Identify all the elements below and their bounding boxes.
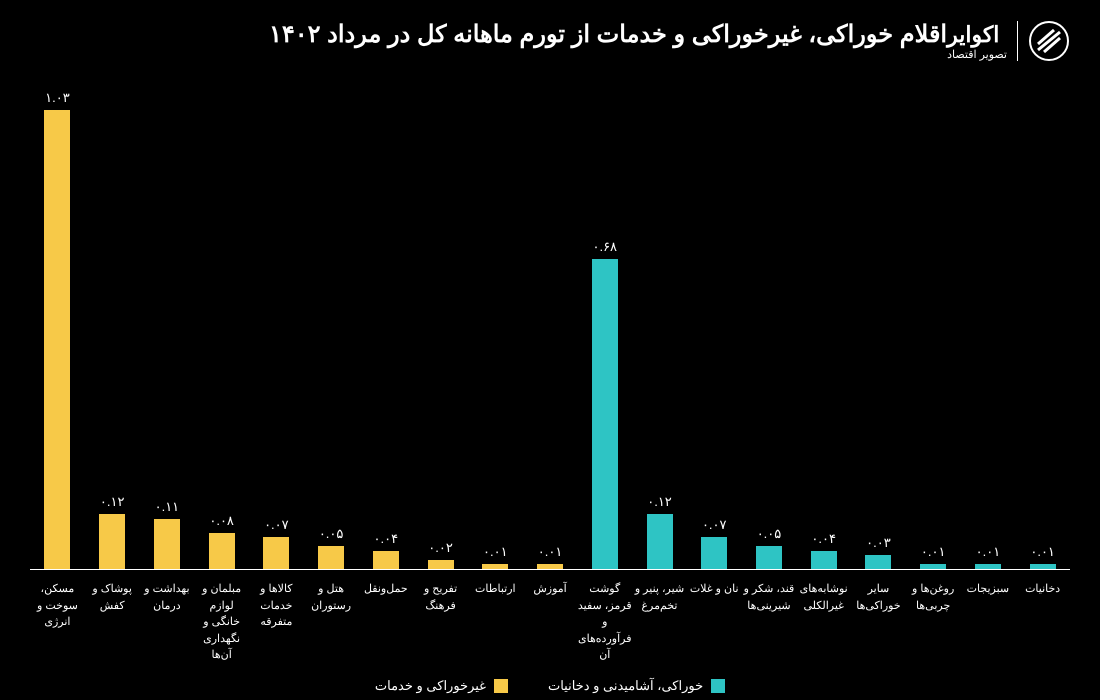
bar-rect [44, 110, 70, 569]
bar-rect [373, 551, 399, 569]
bars-container: ۱.۰۳ ۰.۱۲ ۰.۱۱ ۰.۰۸ ۰.۰۷ ۰.۰۵ ۰.۰۴ ۰.۰۲ ۰.۰۱ ۰.۰۱… [30, 90, 1070, 570]
bar-slot: ۰.۰۴ [358, 90, 413, 569]
bar-value-label: ۰.۰۱ [538, 544, 563, 560]
logo-divider [1017, 21, 1018, 61]
x-axis-label: تفریح و فرهنگ [413, 575, 468, 670]
legend-swatch-food [711, 679, 725, 693]
bar-value-label: ۰.۰۴ [811, 531, 836, 547]
bar-value-label: ۰.۰۱ [976, 544, 1001, 560]
bar-rect [428, 560, 454, 569]
chart-header: اکوایر تصویر اقتصاد اقلام خوراکی، غیرخور… [0, 0, 1100, 72]
x-axis-label: سبزیجات [961, 575, 1016, 670]
bar-value-label: ۰.۰۲ [428, 540, 453, 556]
bar-value-label: ۰.۰۵ [319, 526, 344, 542]
bar-rect [920, 564, 946, 569]
bar-value-label: ۰.۰۷ [702, 517, 727, 533]
bar-rect [811, 551, 837, 569]
bar-rect [865, 555, 891, 569]
bar-rect [1030, 564, 1056, 569]
bar-rect [209, 533, 235, 569]
bar-slot: ۰.۰۱ [523, 90, 578, 569]
bar-rect [482, 564, 508, 569]
bar-value-label: ۰.۰۴ [374, 531, 399, 547]
x-axis-label: روغن‌ها و چربی‌ها [906, 575, 961, 670]
x-axis-label: قند، شکر و شیرینی‌ها [742, 575, 797, 670]
x-axis-label: هتل و رستوران [304, 575, 359, 670]
x-axis-label: حمل‌ونقل [358, 575, 413, 670]
legend-label-food: خوراکی، آشامیدنی و دخانیات [548, 678, 703, 694]
bar-slot: ۰.۶۸ [577, 90, 632, 569]
bar-value-label: ۰.۶۸ [592, 239, 617, 255]
x-axis-label: بهداشت و درمان [140, 575, 195, 670]
chart-legend: خوراکی، آشامیدنی و دخانیات غیرخوراکی و خ… [0, 678, 1100, 694]
bar-slot: ۰.۰۸ [194, 90, 249, 569]
bar-value-label: ۰.۰۷ [264, 517, 289, 533]
logo-icon [1028, 20, 1070, 62]
bar-value-label: ۰.۰۳ [866, 535, 891, 551]
bar-slot: ۰.۰۵ [742, 90, 797, 569]
bar-value-label: ۰.۰۱ [921, 544, 946, 560]
bar-rect [318, 546, 344, 569]
bar-slot: ۰.۰۱ [906, 90, 961, 569]
x-axis-label: سایر خوراکی‌ها [851, 575, 906, 670]
bar-rect [99, 514, 125, 569]
logo-main-text: اکوایر [947, 22, 999, 48]
x-axis-label: کالاها و خدمات متفرقه [249, 575, 304, 670]
bar-slot: ۰.۰۱ [961, 90, 1016, 569]
bar-slot: ۰.۰۷ [687, 90, 742, 569]
legend-label-nonfood: غیرخوراکی و خدمات [375, 678, 486, 694]
bar-value-label: ۱.۰۳ [45, 90, 70, 106]
bar-rect [975, 564, 1001, 569]
bar-value-label: ۰.۰۵ [757, 526, 782, 542]
x-axis-label: نوشابه‌های غیرالکلی [796, 575, 851, 670]
bar-slot: ۰.۰۲ [413, 90, 468, 569]
bar-value-label: ۰.۰۱ [1030, 544, 1055, 560]
x-axis-label: مسکن، سوخت و انرژی [30, 575, 85, 670]
bar-value-label: ۰.۰۱ [483, 544, 508, 560]
legend-item-nonfood: غیرخوراکی و خدمات [375, 678, 508, 694]
bar-value-label: ۰.۱۲ [647, 494, 672, 510]
chart-title: اقلام خوراکی، غیرخوراکی و خدمات از تورم … [30, 20, 947, 49]
x-axis-label: شیر، پنیر و تخم‌مرغ [632, 575, 687, 670]
x-axis-label: پوشاک و کفش [85, 575, 140, 670]
bar-slot: ۰.۱۲ [632, 90, 687, 569]
legend-item-food: خوراکی، آشامیدنی و دخانیات [548, 678, 725, 694]
brand-logo: اکوایر تصویر اقتصاد [947, 20, 1070, 62]
bar-value-label: ۰.۰۸ [209, 513, 234, 529]
bar-rect [154, 519, 180, 569]
bar-slot: ۰.۱۱ [140, 90, 195, 569]
chart-plot-area: ۱.۰۳ ۰.۱۲ ۰.۱۱ ۰.۰۸ ۰.۰۷ ۰.۰۵ ۰.۰۴ ۰.۰۲ ۰.۰۱ ۰.۰۱… [30, 90, 1070, 570]
bar-rect [537, 564, 563, 569]
bar-rect [756, 546, 782, 569]
legend-swatch-nonfood [494, 679, 508, 693]
bar-value-label: ۰.۱۲ [100, 494, 125, 510]
x-axis-label: مبلمان و لوازم خانگی و نگهداری آن‌ها [194, 575, 249, 670]
bar-rect [592, 259, 618, 569]
bar-slot: ۰.۰۱ [468, 90, 523, 569]
bar-slot: ۰.۱۲ [85, 90, 140, 569]
x-axis-label: نان و غلات [687, 575, 742, 670]
bar-rect [701, 537, 727, 569]
bar-slot: ۱.۰۳ [30, 90, 85, 569]
x-axis-label: دخانیات [1015, 575, 1070, 670]
x-axis-label: آموزش [523, 575, 578, 670]
bar-value-label: ۰.۱۱ [155, 499, 180, 515]
bar-slot: ۰.۰۵ [304, 90, 359, 569]
logo-sub-text: تصویر اقتصاد [947, 48, 1007, 61]
bar-slot: ۰.۰۱ [1015, 90, 1070, 569]
x-axis-label: گوشت قرمز، سفید و فرآورده‌های آن [577, 575, 632, 670]
x-axis-labels: مسکن، سوخت و انرژیپوشاک و کفشبهداشت و در… [30, 575, 1070, 670]
bar-rect [647, 514, 673, 569]
bar-slot: ۰.۰۳ [851, 90, 906, 569]
bar-slot: ۰.۰۷ [249, 90, 304, 569]
x-axis-label: ارتباطات [468, 575, 523, 670]
bar-slot: ۰.۰۴ [796, 90, 851, 569]
bar-rect [263, 537, 289, 569]
